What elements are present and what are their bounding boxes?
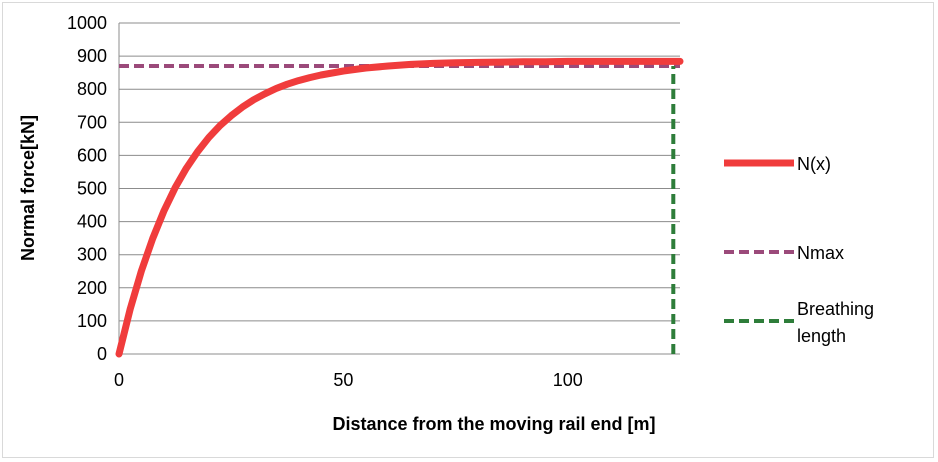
x-axis-title: Distance from the moving rail end [m] (332, 414, 655, 434)
grid-lines (119, 22, 680, 322)
tick-labels: 0 100 200 300 400 500 600 700 800 900 1000 0 50 100 (67, 13, 583, 390)
y-tick-label: 900 (77, 46, 107, 66)
y-tick-label: 500 (77, 179, 107, 199)
y-tick-label: 700 (77, 112, 107, 132)
series-line-0 (115, 57, 684, 358)
y-tick-label: 100 (77, 311, 107, 331)
legend: N(x) Nmax Breathing length (724, 154, 874, 346)
y-axis-title: Normal force[kN] (18, 115, 38, 261)
y-tick-label: 800 (77, 79, 107, 99)
y-tick-label: 300 (77, 245, 107, 265)
y-tick-label: 200 (77, 278, 107, 298)
axes (118, 23, 680, 355)
legend-label-0: N(x) (797, 154, 831, 174)
x-tick-label: 50 (333, 370, 353, 390)
x-tick-label: 100 (553, 370, 583, 390)
y-tick-label: 400 (77, 212, 107, 232)
y-tick-label: 1000 (67, 13, 107, 33)
legend-label-1: Nmax (797, 243, 844, 263)
y-tick-label: 600 (77, 145, 107, 165)
y-tick-label: 0 (97, 344, 107, 364)
x-tick-label: 0 (114, 370, 124, 390)
series-lines (115, 57, 684, 358)
legend-label-2: Breathing length (797, 299, 874, 346)
